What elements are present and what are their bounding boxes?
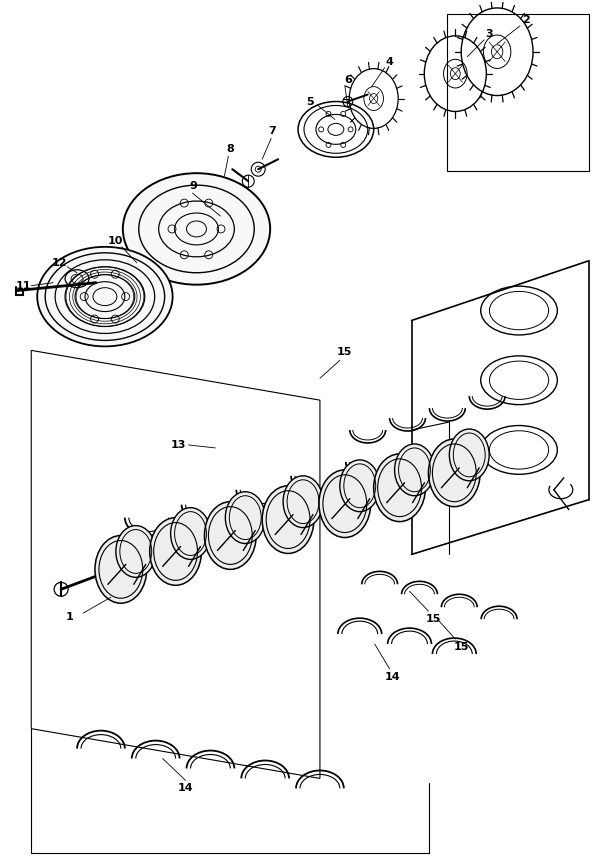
Ellipse shape: [150, 518, 201, 585]
Text: 3: 3: [485, 29, 493, 39]
Text: 11: 11: [15, 281, 31, 290]
Text: 12: 12: [51, 257, 67, 268]
Text: 10: 10: [108, 236, 124, 246]
Text: 15: 15: [337, 348, 353, 357]
Text: 4: 4: [386, 56, 394, 67]
Ellipse shape: [395, 444, 435, 496]
Ellipse shape: [262, 486, 314, 553]
Text: 8: 8: [226, 144, 234, 154]
Text: 1: 1: [65, 612, 73, 623]
Text: 14: 14: [385, 672, 400, 681]
Text: 2: 2: [522, 15, 530, 25]
Ellipse shape: [225, 492, 265, 544]
Text: 15: 15: [426, 614, 441, 624]
Ellipse shape: [95, 536, 147, 603]
Ellipse shape: [123, 173, 270, 284]
Ellipse shape: [449, 429, 489, 481]
Ellipse shape: [116, 525, 155, 577]
Ellipse shape: [37, 247, 173, 347]
Ellipse shape: [428, 439, 480, 506]
Ellipse shape: [204, 502, 256, 570]
Ellipse shape: [319, 470, 371, 538]
Text: 7: 7: [268, 127, 276, 136]
Text: 14: 14: [177, 784, 193, 793]
Ellipse shape: [171, 508, 211, 559]
Text: 15: 15: [453, 642, 469, 652]
Ellipse shape: [283, 476, 323, 528]
Text: 9: 9: [190, 181, 198, 191]
Ellipse shape: [340, 460, 379, 512]
Text: 6: 6: [344, 75, 352, 85]
Text: 13: 13: [171, 440, 186, 450]
Text: 5: 5: [306, 96, 314, 107]
Ellipse shape: [374, 454, 425, 522]
